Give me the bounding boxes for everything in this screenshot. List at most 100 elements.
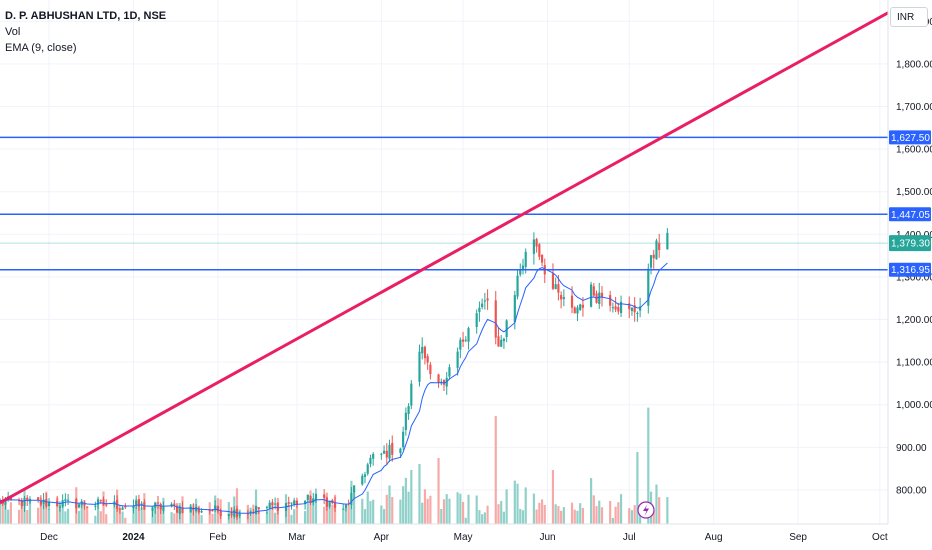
volume-bar: [17, 509, 21, 524]
chart-grid: [0, 0, 888, 524]
time-axis: Dec 2024 Feb Mar Apr May Jun Jul Aug Sep Oct: [40, 532, 888, 543]
last-price-label: 1,379.30: [891, 239, 930, 250]
time-tick-label: Feb: [209, 532, 227, 543]
candle-body: [592, 286, 595, 296]
candle-body: [86, 506, 89, 508]
volume-bar: [655, 484, 658, 524]
candle-body: [45, 499, 48, 507]
candle-body: [227, 514, 230, 516]
candle-body: [361, 475, 364, 485]
candle-body: [56, 500, 59, 507]
volume-bar: [524, 487, 527, 524]
volume-bar: [467, 494, 470, 524]
volume-bar: [37, 507, 40, 524]
candle-body: [658, 242, 661, 251]
candle-body: [67, 499, 70, 501]
candle-body: [268, 502, 271, 508]
candle-body: [600, 292, 604, 298]
candle-body: [77, 504, 81, 508]
candle-body: [195, 507, 198, 512]
candle-body: [175, 506, 179, 513]
volume-bar: [64, 511, 67, 524]
volume-bar: [538, 502, 541, 524]
volume-bar: [410, 470, 413, 524]
candle-body: [306, 494, 309, 501]
volume-bar: [372, 499, 375, 524]
price-tick-label: 1,500.00: [896, 187, 932, 198]
candle-body: [652, 254, 655, 259]
time-tick-label: Mar: [288, 532, 306, 543]
volume-bar: [173, 513, 176, 524]
candle-body: [350, 493, 353, 505]
candle-body: [276, 502, 279, 511]
volume-bar: [540, 499, 544, 524]
volume-bar: [440, 509, 443, 524]
candle-body: [274, 503, 277, 505]
currency-selector[interactable]: INR: [890, 7, 928, 27]
volume-bar: [105, 514, 108, 524]
volume-bar: [573, 509, 576, 524]
volume-bar: [42, 502, 45, 524]
candle-body: [312, 498, 315, 503]
volume-bar: [581, 507, 585, 524]
volume-bar: [579, 503, 582, 524]
candle-body: [124, 506, 127, 508]
candle-body: [233, 509, 236, 517]
candle-body: [159, 503, 162, 510]
candle-body: [410, 383, 413, 406]
volume-bar: [102, 491, 105, 524]
candle-body: [554, 284, 557, 290]
volume-bar: [189, 504, 192, 524]
legend-symbol[interactable]: D. P. ABHUSHAN LTD, 1D, NSE: [5, 10, 167, 22]
level-price-label: 1,447.05: [891, 210, 930, 221]
candle-body: [461, 339, 465, 342]
volume-bar: [252, 504, 255, 524]
volume-bar: [570, 502, 574, 524]
volume-bar: [617, 502, 620, 524]
volume-bar: [20, 499, 23, 524]
legend-volume[interactable]: Vol: [5, 26, 21, 38]
volume-bar: [475, 495, 478, 524]
candle-body: [17, 500, 21, 502]
candle-body: [402, 431, 405, 448]
candle-body: [576, 307, 579, 314]
candle-body: [519, 269, 522, 275]
volume-bar: [600, 507, 604, 524]
volume-bar: [135, 499, 138, 524]
candle-body: [102, 499, 105, 506]
volume-bar: [483, 512, 486, 524]
price-tick-label: 800.00: [896, 485, 927, 496]
horizontal-levels: [0, 136, 888, 271]
candle-body: [513, 295, 516, 323]
flash-icon[interactable]: [637, 501, 655, 519]
time-tick-label: Dec: [40, 532, 58, 543]
candle-body: [636, 312, 639, 314]
volume-bar: [303, 511, 307, 524]
candle-body: [573, 307, 576, 314]
volume-bar: [554, 504, 557, 524]
volume-bar: [361, 498, 364, 524]
candle-body: [83, 502, 86, 506]
volume-bar: [464, 517, 467, 524]
candle-body: [238, 514, 241, 516]
candle-body: [156, 502, 160, 504]
volume-bar: [590, 478, 593, 524]
candle-body: [64, 499, 67, 502]
volume-bar: [658, 497, 661, 524]
candle-body: [475, 313, 478, 328]
candle-body: [211, 510, 214, 512]
candle-body: [404, 412, 407, 430]
volume-bar: [290, 514, 293, 524]
volume-bar: [382, 509, 386, 524]
candle-body: [524, 251, 527, 267]
candle-body: [265, 506, 269, 508]
volume-bar: [99, 511, 102, 524]
last-price-tag: [889, 235, 931, 252]
volume-bar: [437, 458, 440, 524]
candle-body: [497, 336, 500, 347]
candle-body: [246, 513, 249, 515]
volume-bar: [551, 470, 555, 524]
candle-body: [353, 485, 356, 493]
legend-ema[interactable]: EMA (9, close): [5, 42, 77, 54]
